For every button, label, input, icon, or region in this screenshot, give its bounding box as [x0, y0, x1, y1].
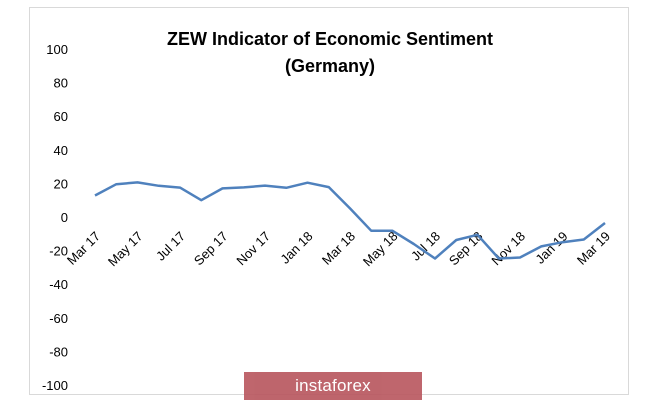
y-tick-label: 20: [54, 176, 68, 191]
chart-title: ZEW Indicator of Economic Sentiment: [167, 29, 493, 49]
y-tick-label: -60: [49, 311, 68, 326]
x-axis: Mar 17 May 17 Jul 17 Sep 17 Nov 17 Jan 18 Mar …: [64, 229, 613, 270]
x-tick-label: Sep 18: [446, 229, 486, 269]
x-tick-label: Jul 17: [153, 229, 188, 264]
y-tick-label: 0: [61, 210, 68, 225]
x-tick-label: Nov 18: [488, 229, 528, 269]
x-tick-label: Mar 17: [64, 229, 103, 268]
x-tick-label: Sep 17: [191, 229, 231, 269]
chart-frame: [29, 7, 629, 395]
y-tick-label: -20: [49, 244, 68, 259]
x-tick-label: May 17: [105, 229, 146, 270]
y-tick-label: 80: [54, 76, 68, 91]
y-tick-label: 100: [46, 42, 68, 57]
x-tick-label: Jul 18: [408, 229, 443, 264]
y-tick-label: 40: [54, 143, 68, 158]
y-tick-label: 60: [54, 109, 68, 124]
watermark-banner: instaforex: [244, 372, 422, 400]
y-tick-label: -100: [42, 378, 68, 393]
x-tick-label: Mar 18: [319, 229, 358, 268]
y-tick-label: -80: [49, 344, 68, 359]
y-tick-label: -40: [49, 277, 68, 292]
x-tick-label: Mar 19: [574, 229, 613, 268]
y-axis: 100 80 60 40 20 0 -20 -40 -60 -80 -100: [42, 42, 68, 393]
chart-subtitle: (Germany): [285, 56, 375, 76]
series-group: [94, 181, 606, 260]
x-tick-label: May 18: [360, 229, 401, 270]
watermark-logo-text: instaforex: [295, 376, 371, 395]
x-tick-label: Jan 18: [277, 229, 315, 267]
x-tick-label: Nov 17: [233, 229, 273, 269]
